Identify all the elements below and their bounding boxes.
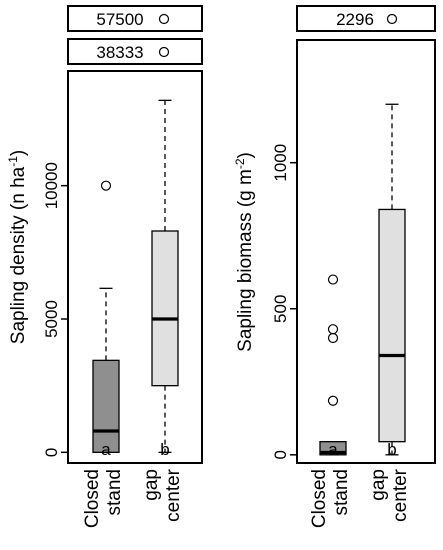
group-letter: b bbox=[160, 440, 169, 459]
y-axis-label: Sapling biomass (g m-2) bbox=[233, 152, 256, 352]
box-iqr bbox=[151, 230, 179, 387]
y-tick-label: 0 bbox=[42, 448, 61, 457]
x-axis-categories: Closed stand gap center bbox=[309, 468, 411, 528]
x-axis-categories: Closed stand gap center bbox=[82, 468, 184, 528]
off-scale-label-2: 38333 bbox=[96, 43, 143, 62]
off-scale-box-2 bbox=[67, 38, 203, 65]
y-tick-label: 5000 bbox=[42, 300, 61, 338]
off-scale-box-1 bbox=[67, 5, 203, 32]
category-label: center bbox=[390, 468, 411, 521]
box-2: b bbox=[378, 103, 406, 459]
category-label: gap bbox=[368, 469, 389, 501]
category-label: stand bbox=[331, 469, 352, 515]
off-scale-outlier-2 bbox=[158, 46, 170, 58]
box-iqr bbox=[378, 208, 406, 443]
category-label: Closed bbox=[82, 469, 103, 528]
off-scale-label-3: 2296 bbox=[336, 10, 374, 29]
outlier-point bbox=[327, 395, 339, 406]
y-axis-label: Sapling density (n ha-1) bbox=[6, 150, 29, 344]
off-scale-box-3 bbox=[296, 5, 436, 32]
box-iqr bbox=[92, 359, 120, 453]
box-1: a bbox=[92, 180, 120, 459]
y-axis: 0 500 1000 bbox=[271, 144, 297, 460]
plot-frame bbox=[296, 39, 436, 464]
y-axis: 0 5000 10000 bbox=[42, 162, 68, 457]
outlier-point bbox=[327, 324, 339, 335]
category-label: stand bbox=[104, 469, 125, 515]
y-tick-label: 1000 bbox=[271, 144, 290, 182]
y-tick-label: 10000 bbox=[42, 162, 61, 209]
category-label: gap bbox=[141, 469, 162, 501]
category-label: Closed bbox=[309, 469, 330, 528]
off-scale-outlier-1 bbox=[158, 13, 170, 25]
outlier-point bbox=[327, 274, 339, 285]
off-scale-label-1: 57500 bbox=[96, 10, 143, 29]
off-scale-outlier-3 bbox=[386, 13, 398, 25]
plot-frame bbox=[67, 70, 203, 464]
group-letter: b bbox=[387, 440, 396, 459]
y-tick-label: 500 bbox=[271, 295, 290, 323]
box-1: a bbox=[319, 274, 347, 459]
category-label: center bbox=[163, 468, 184, 521]
outlier-point bbox=[100, 180, 112, 191]
group-letter: a bbox=[101, 440, 111, 459]
box-2: b bbox=[151, 99, 179, 459]
y-tick-label: 0 bbox=[271, 450, 290, 459]
group-letter: a bbox=[328, 440, 338, 459]
